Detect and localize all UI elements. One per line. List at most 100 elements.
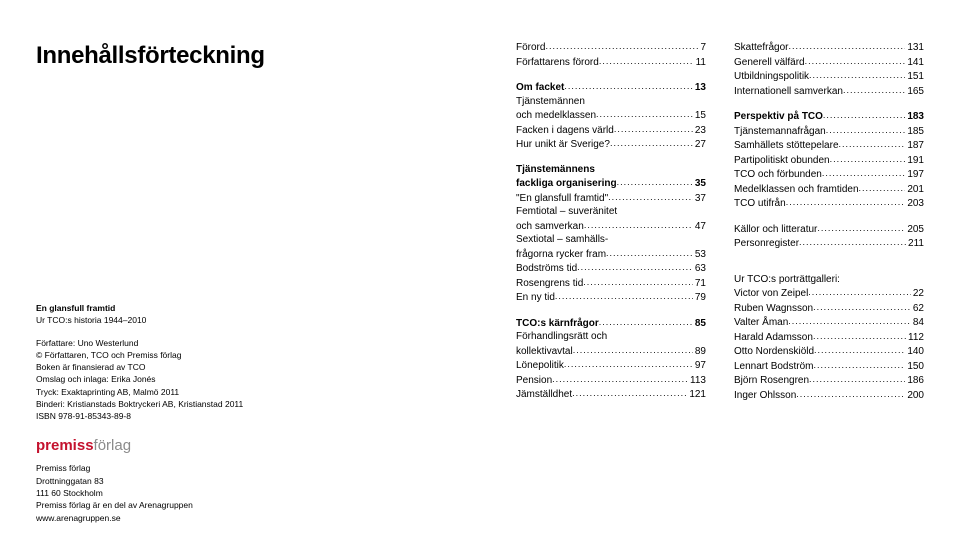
toc-page: 62 — [911, 302, 924, 316]
right-page: Förord7Författarens förord11Om facket13T… — [480, 0, 960, 558]
toc-page: 13 — [693, 81, 706, 95]
toc-page: 113 — [688, 374, 706, 388]
toc-row: Personregister211 — [734, 236, 924, 251]
toc-row: Pension 113 — [516, 373, 706, 388]
toc-text: Förhandlingsrätt och — [516, 330, 706, 344]
toc-label: fackliga organisering — [516, 177, 617, 191]
publisher-logo: premissförlag — [36, 435, 266, 457]
book-title: En glansfull framtid — [36, 302, 266, 314]
toc-row: Otto Nordenskiöld 140 — [734, 344, 924, 359]
toc-label: Källor och litteratur — [734, 223, 817, 237]
toc-label: "En glansfull framtid" — [516, 192, 608, 206]
toc-row: Facken i dagens värld23 — [516, 123, 706, 138]
publisher-group: Premiss förlag är en del av Arenagruppen — [36, 499, 266, 511]
toc-row: TCO och förbunden197 — [734, 167, 924, 182]
toc-leader — [786, 196, 906, 206]
toc-row: Lennart Bodström150 — [734, 359, 924, 374]
toc-leader — [808, 286, 911, 296]
toc-page: 121 — [687, 388, 706, 402]
toc-row: Om facket 13 — [516, 80, 706, 95]
publisher-city: 111 60 Stockholm — [36, 487, 266, 499]
toc-page: 112 — [906, 331, 924, 345]
toc-leader — [788, 40, 905, 50]
financed-line: Boken är finansierad av TCO — [36, 361, 266, 373]
toc-leader — [822, 167, 905, 177]
print-line: Tryck: Exaktaprinting AB, Malmö 2011 — [36, 386, 266, 398]
toc-page: 22 — [911, 287, 924, 301]
toc-leader — [813, 330, 906, 340]
toc-row: Lönepolitik97 — [516, 358, 706, 373]
toc-row: "En glansfull framtid" 37 — [516, 191, 706, 206]
toc-page: 141 — [905, 56, 924, 70]
toc-leader — [599, 316, 693, 326]
toc-leader — [610, 137, 693, 147]
toc-text: Tjänstemännens — [516, 163, 706, 177]
toc-leader — [573, 344, 693, 354]
page: Innehållsförteckning En glansfull framti… — [0, 0, 960, 558]
toc-columns: Förord7Författarens förord11Om facket13T… — [516, 40, 924, 402]
toc-leader — [813, 301, 911, 311]
toc-row: Ruben Wagnsson 62 — [734, 301, 924, 316]
toc-page: 131 — [905, 41, 924, 55]
toc-label: Samhällets stöttepelare — [734, 139, 839, 153]
toc-row: Partipolitiskt obunden191 — [734, 153, 924, 168]
toc-leader — [577, 261, 693, 271]
toc-label: En ny tid — [516, 291, 555, 305]
toc-leader — [796, 388, 905, 398]
toc-label: Medelklassen och framtiden — [734, 183, 859, 197]
toc-row: Utbildningspolitik151 — [734, 69, 924, 84]
toc-page: 191 — [905, 154, 924, 168]
toc-page: 71 — [693, 277, 706, 291]
toc-leader — [545, 40, 698, 50]
toc-page: 85 — [693, 317, 706, 331]
toc-row: Samhällets stöttepelare 187 — [734, 138, 924, 153]
toc-leader — [617, 176, 693, 186]
toc-row: Björn Rosengren186 — [734, 373, 924, 388]
toc-page: 53 — [693, 248, 706, 262]
toc-spacer — [516, 152, 706, 163]
toc-leader — [817, 222, 905, 232]
toc-text: Ur TCO:s porträttgalleri: — [734, 273, 924, 287]
toc-label: Otto Nordenskiöld — [734, 345, 814, 359]
toc-label: Harald Adamsson — [734, 331, 813, 345]
toc-column-1: Förord7Författarens förord11Om facket13T… — [516, 40, 706, 402]
toc-leader — [788, 315, 911, 325]
toc-leader — [843, 84, 905, 94]
logo-red: premiss — [36, 437, 94, 454]
toc-label: frågorna rycker fram — [516, 248, 606, 262]
toc-spacer — [734, 251, 924, 262]
toc-label: Ruben Wagnsson — [734, 302, 813, 316]
logo-gray: förlag — [94, 437, 132, 454]
toc-page: 187 — [905, 139, 924, 153]
isbn-line: ISBN 978-91-85343-89-8 — [36, 410, 266, 422]
toc-page: 84 — [911, 316, 924, 330]
toc-spacer — [734, 262, 924, 273]
toc-leader — [555, 290, 693, 300]
toc-page: 37 — [693, 192, 706, 206]
toc-page: 11 — [694, 56, 706, 70]
toc-leader — [826, 124, 906, 134]
publisher-name: Premiss förlag — [36, 462, 266, 474]
toc-page: 185 — [905, 125, 924, 139]
toc-leader — [814, 344, 905, 354]
toc-leader — [608, 191, 693, 201]
toc-leader — [583, 276, 693, 286]
toc-page: 47 — [693, 220, 706, 234]
toc-label: TCO och förbunden — [734, 168, 822, 182]
toc-leader — [809, 69, 905, 79]
toc-row: Valter Åman84 — [734, 315, 924, 330]
toc-row: Skattefrågor131 — [734, 40, 924, 55]
toc-spacer — [516, 305, 706, 316]
toc-label: Pension — [516, 374, 552, 388]
toc-leader — [584, 219, 693, 229]
toc-label: Om facket — [516, 81, 564, 95]
toc-page: 211 — [906, 237, 924, 251]
toc-label: och samverkan — [516, 220, 584, 234]
toc-page: 7 — [698, 41, 706, 55]
toc-label: Inger Ohlsson — [734, 389, 796, 403]
toc-label: Rosengrens tid — [516, 277, 583, 291]
toc-row: Rosengrens tid 71 — [516, 276, 706, 291]
toc-label: Lennart Bodström — [734, 360, 814, 374]
toc-page: 140 — [905, 345, 924, 359]
toc-label: Internationell samverkan — [734, 85, 843, 99]
